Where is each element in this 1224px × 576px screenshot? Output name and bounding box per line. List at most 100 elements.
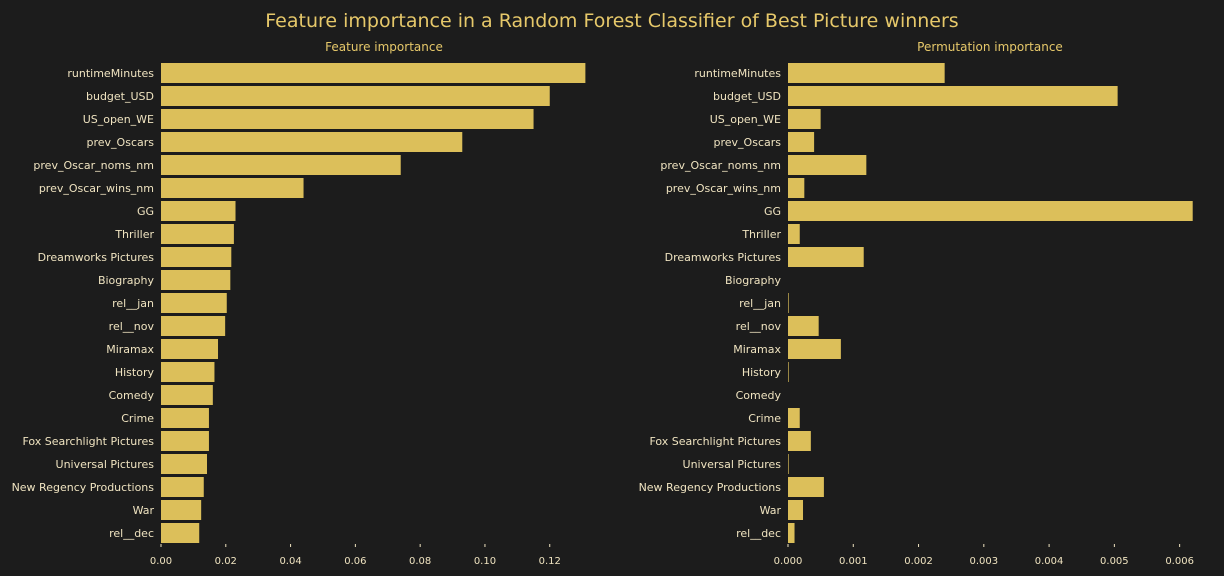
fi-category-label-4: prev_Oscar_noms_nm xyxy=(33,159,154,172)
pi-category-label-14: Comedy xyxy=(736,389,782,402)
pi-bar-7 xyxy=(788,224,800,244)
fi-category-label-13: History xyxy=(115,366,155,379)
pi-category-label-4: prev_Oscar_noms_nm xyxy=(660,159,781,172)
fi-bar-15 xyxy=(161,408,209,428)
pi-bar-12 xyxy=(788,339,841,359)
fi-category-label-18: New Regency Productions xyxy=(12,481,155,494)
fi-bar-5 xyxy=(161,178,304,198)
pi-category-label-2: US_open_WE xyxy=(710,113,781,126)
pi-bar-10 xyxy=(788,293,789,313)
pi-bar-18 xyxy=(788,477,824,497)
pi-category-label-11: rel__nov xyxy=(736,320,782,333)
fi-bar-3 xyxy=(161,132,463,152)
fi-category-label-1: budget_USD xyxy=(86,90,154,103)
fi-category-label-11: rel__nov xyxy=(109,320,155,333)
pi-bar-8 xyxy=(788,247,864,267)
pi-bar-6 xyxy=(788,201,1193,221)
pi-category-label-3: prev_Oscars xyxy=(714,136,782,149)
fi-bar-11 xyxy=(161,316,226,336)
pi-xtick-label-4: 0.004 xyxy=(1035,556,1064,567)
fi-xtick-label-2: 0.04 xyxy=(279,556,301,567)
pi-category-label-6: GG xyxy=(764,205,781,218)
fi-xtick-label-6: 0.12 xyxy=(539,556,561,567)
pi-category-label-13: History xyxy=(742,366,782,379)
pi-category-label-19: War xyxy=(760,504,782,517)
feature-importance-panel: Feature importance runtimeMinutes budget_… xyxy=(12,40,586,567)
pi-bar-15 xyxy=(788,408,800,428)
chart-title: Feature importance in a Random Forest Cl… xyxy=(265,10,958,32)
pi-xtick-label-6: 0.006 xyxy=(1165,556,1194,567)
fi-bar-13 xyxy=(161,362,215,382)
fi-category-label-12: Miramax xyxy=(106,343,154,356)
pi-bar-11 xyxy=(788,316,819,336)
pi-xtick-label-3: 0.003 xyxy=(969,556,998,567)
fi-category-label-15: Crime xyxy=(121,412,154,425)
pi-category-label-7: Thriller xyxy=(741,228,781,241)
fi-category-label-8: Dreamworks Pictures xyxy=(38,251,155,264)
fi-bar-20 xyxy=(161,523,200,543)
fi-bar-1 xyxy=(161,86,550,106)
fi-category-label-6: GG xyxy=(137,205,154,218)
pi-category-label-8: Dreamworks Pictures xyxy=(665,251,782,264)
fi-bar-17 xyxy=(161,454,208,474)
fi-category-label-16: Fox Searchlight Pictures xyxy=(22,435,154,448)
pi-bar-13 xyxy=(788,362,789,382)
pi-category-label-18: New Regency Productions xyxy=(639,481,782,494)
pi-category-label-1: budget_USD xyxy=(713,90,781,103)
pi-xtick-label-2: 0.002 xyxy=(904,556,933,567)
pi-category-label-16: Fox Searchlight Pictures xyxy=(649,435,781,448)
fi-category-label-14: Comedy xyxy=(109,389,155,402)
fi-bar-2 xyxy=(161,109,534,129)
fi-category-label-5: prev_Oscar_wins_nm xyxy=(39,182,154,195)
pi-xtick-label-5: 0.005 xyxy=(1100,556,1129,567)
fi-bar-9 xyxy=(161,270,231,290)
pi-category-label-9: Biography xyxy=(725,274,782,287)
permutation-importance-panel: Permutation importance runtimeMinutes bud… xyxy=(639,40,1194,567)
permutation-importance-title: Permutation importance xyxy=(917,40,1063,54)
fi-bar-6 xyxy=(161,201,236,221)
fi-bar-8 xyxy=(161,247,232,267)
fi-category-label-19: War xyxy=(133,504,155,517)
fi-bar-16 xyxy=(161,431,209,451)
pi-bar-0 xyxy=(788,63,945,83)
pi-bar-20 xyxy=(788,523,795,543)
pi-category-label-20: rel__dec xyxy=(736,527,781,540)
fi-xtick-label-4: 0.08 xyxy=(409,556,431,567)
pi-category-label-17: Universal Pictures xyxy=(683,458,782,471)
fi-xtick-label-5: 0.10 xyxy=(474,556,496,567)
pi-bar-3 xyxy=(788,132,815,152)
fi-category-label-10: rel__jan xyxy=(112,297,154,310)
fi-category-label-3: prev_Oscars xyxy=(87,136,155,149)
fi-xtick-label-3: 0.06 xyxy=(344,556,366,567)
pi-category-label-12: Miramax xyxy=(733,343,781,356)
fi-category-label-20: rel__dec xyxy=(109,527,154,540)
fi-bar-19 xyxy=(161,500,202,520)
pi-xtick-label-1: 0.001 xyxy=(839,556,868,567)
pi-bar-5 xyxy=(788,178,805,198)
fi-bar-4 xyxy=(161,155,401,175)
fi-category-label-9: Biography xyxy=(98,274,155,287)
fi-category-label-0: runtimeMinutes xyxy=(67,67,154,80)
fi-bar-7 xyxy=(161,224,234,244)
pi-bar-19 xyxy=(788,500,804,520)
pi-xtick-label-0: 0.000 xyxy=(774,556,803,567)
fi-category-label-2: US_open_WE xyxy=(83,113,154,126)
pi-category-label-10: rel__jan xyxy=(739,297,781,310)
pi-bar-1 xyxy=(788,86,1118,106)
fi-bar-12 xyxy=(161,339,219,359)
pi-bar-16 xyxy=(788,431,811,451)
fi-category-label-7: Thriller xyxy=(114,228,154,241)
fi-xtick-label-1: 0.02 xyxy=(215,556,237,567)
fi-category-label-17: Universal Pictures xyxy=(56,458,155,471)
fi-bar-10 xyxy=(161,293,227,313)
fi-bar-14 xyxy=(161,385,213,405)
pi-bar-2 xyxy=(788,109,821,129)
pi-category-label-0: runtimeMinutes xyxy=(694,67,781,80)
fi-xtick-label-0: 0.00 xyxy=(150,556,172,567)
feature-importance-title: Feature importance xyxy=(325,40,443,54)
pi-bar-17 xyxy=(788,454,789,474)
pi-category-label-15: Crime xyxy=(748,412,781,425)
pi-category-label-5: prev_Oscar_wins_nm xyxy=(666,182,781,195)
fi-bar-18 xyxy=(161,477,204,497)
